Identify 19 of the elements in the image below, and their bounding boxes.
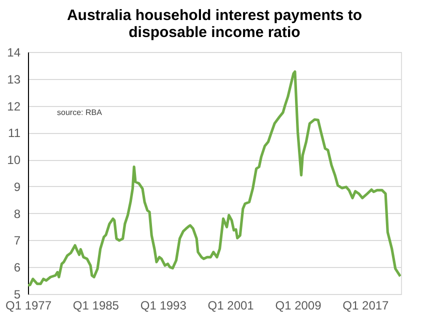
- y-tick-label: 7: [14, 234, 21, 248]
- x-tick-label: Q1 1985: [72, 298, 120, 312]
- y-tick-label: 5: [14, 288, 21, 302]
- y-tick-label: 12: [7, 99, 21, 114]
- x-tick-label: Q1 2009: [275, 298, 322, 312]
- y-tick-label: 14: [7, 46, 21, 60]
- y-tick-label: 9: [14, 180, 21, 194]
- x-tick-label: Q1 1993: [140, 298, 187, 312]
- line-series: [28, 70, 401, 287]
- annotation: source: RBA: [57, 108, 103, 117]
- chart-title: Australia household interest payments to disposable income ratio: [66, 7, 362, 41]
- y-tick-label: 6: [14, 260, 21, 275]
- x-tick-label: Q1 2017: [342, 298, 390, 312]
- x-tick-label: Q1 1977: [5, 298, 52, 312]
- y-tick-label: 13: [7, 72, 21, 86]
- y-tick-label: 11: [8, 126, 21, 140]
- x-tick-label: Q1 2001: [208, 298, 254, 312]
- y-tick-label: 8: [14, 206, 21, 221]
- y-tick-label: 10: [7, 153, 21, 168]
